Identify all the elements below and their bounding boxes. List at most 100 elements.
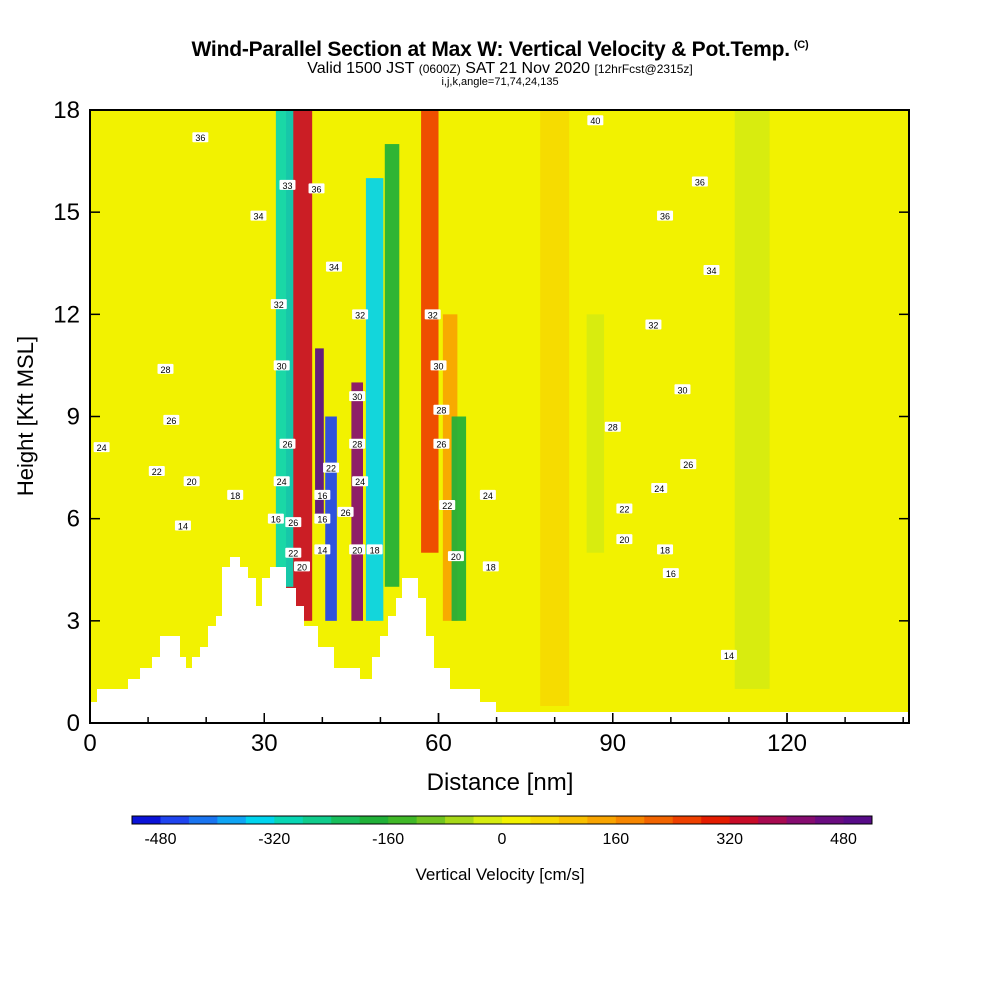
svg-text:28: 28 — [608, 423, 618, 433]
colorbar-swatch — [274, 816, 304, 824]
colorbar-swatch — [388, 816, 418, 824]
theta-label: 32 — [270, 299, 287, 310]
plot-area: 36 33 36 34 34 32 32 32 30 30 28 30 26 28 28 26 26 24 22 22… — [90, 110, 909, 723]
theta-label: 30 — [349, 391, 366, 402]
theta-label: 22 — [148, 465, 165, 477]
theta-label: 20 — [183, 476, 200, 487]
grid-indices: i,j,k,angle=71,74,24,135 — [441, 76, 559, 88]
svg-text:22: 22 — [152, 467, 162, 477]
svg-text:24: 24 — [483, 491, 493, 501]
colorbar-swatch — [217, 816, 247, 824]
colorbar-tick-label: -320 — [258, 831, 290, 848]
svg-text:24: 24 — [97, 443, 107, 453]
svg-text:22: 22 — [442, 501, 452, 511]
valid-label: Valid 1500 JST — [307, 60, 415, 77]
svg-text:22: 22 — [326, 464, 336, 474]
x-tick-label: 60 — [425, 730, 452, 757]
y-tick-label: 3 — [67, 608, 80, 635]
y-axis-label: Height [Kft MSL] — [13, 336, 38, 496]
colorbar-swatch — [701, 816, 731, 824]
theta-label: 14 — [720, 649, 737, 661]
theta-label: 22 — [616, 503, 633, 514]
y-tick-label: 12 — [53, 301, 80, 328]
theta-label: 36 — [308, 183, 325, 194]
colorbar-swatch — [587, 816, 617, 824]
svg-text:30: 30 — [277, 361, 287, 371]
svg-text:18: 18 — [230, 491, 240, 501]
colorbar-frame — [131, 815, 873, 825]
theta-label: 28 — [349, 438, 366, 450]
theta-label: 18 — [657, 544, 674, 555]
svg-text:40: 40 — [590, 116, 600, 126]
svg-text:28: 28 — [352, 440, 362, 450]
theta-label: 26 — [285, 517, 302, 528]
x-tick-label: 120 — [767, 730, 807, 757]
svg-text:24: 24 — [277, 477, 287, 487]
svg-text:32: 32 — [428, 310, 438, 320]
colorbar-swatch — [758, 816, 788, 824]
svg-text:22: 22 — [288, 549, 298, 559]
svg-text:30: 30 — [434, 361, 444, 371]
theta-label: 20 — [447, 551, 464, 562]
colorbar-swatch — [672, 816, 702, 824]
theta-label: 20 — [349, 544, 366, 555]
svg-text:36: 36 — [660, 212, 670, 222]
svg-text:26: 26 — [282, 440, 292, 450]
svg-text:24: 24 — [355, 477, 365, 487]
theta-label: 34 — [703, 265, 720, 276]
colorbar-swatch — [558, 816, 588, 824]
theta-label: 32 — [645, 319, 662, 331]
theta-label: 36 — [657, 210, 674, 222]
svg-text:20: 20 — [352, 545, 362, 555]
theta-label: 16 — [314, 513, 331, 525]
theta-label: 20 — [616, 534, 633, 545]
svg-text:24: 24 — [654, 484, 664, 494]
colorbar-swatch — [729, 816, 759, 824]
colorbar-swatch — [245, 816, 275, 824]
y-tick-label: 18 — [53, 97, 80, 124]
colorbar-swatch — [331, 816, 361, 824]
velocity-cell — [586, 314, 605, 553]
theta-label: 30 — [674, 384, 691, 395]
velocity-cell — [473, 110, 497, 706]
colorbar-swatch — [786, 816, 816, 824]
colorbar-swatch — [359, 816, 389, 824]
colorbar-swatch — [502, 816, 531, 824]
svg-text:18: 18 — [370, 545, 380, 555]
theta-label: 22 — [323, 462, 340, 474]
velocity-cell — [275, 110, 294, 587]
theta-label: 18 — [227, 489, 244, 501]
colorbar: -480 -320 -160 0 160 320 480 — [131, 815, 873, 848]
colorbar-tick-label: -160 — [372, 831, 404, 848]
theta-label: 30 — [430, 360, 447, 371]
colorbar-swatch — [530, 816, 560, 824]
svg-text:26: 26 — [288, 518, 298, 528]
svg-text:28: 28 — [436, 406, 446, 416]
colorbar-swatch — [132, 816, 161, 824]
theta-label: 26 — [433, 438, 450, 450]
svg-text:30: 30 — [677, 385, 687, 395]
colorbar-tick-label: 480 — [830, 831, 857, 848]
velocity-cell — [653, 110, 689, 706]
theta-label: 34 — [325, 261, 342, 273]
svg-text:36: 36 — [195, 133, 205, 143]
theta-label: 26 — [163, 414, 180, 426]
theta-label: 26 — [337, 506, 354, 518]
colorbar-swatch — [615, 816, 645, 824]
theta-label: 18 — [366, 544, 383, 555]
svg-text:22: 22 — [619, 504, 629, 514]
theta-label: 16 — [314, 489, 331, 501]
x-tick-label: 0 — [83, 730, 96, 757]
valid-date: SAT 21 Nov 2020 — [465, 60, 591, 77]
colorbar-swatch — [815, 816, 845, 824]
svg-text:16: 16 — [271, 515, 281, 525]
theta-label: 20 — [294, 561, 311, 572]
colorbar-swatch — [445, 816, 475, 824]
zulu-time: (0600Z) — [418, 62, 461, 76]
theta-label: 24 — [93, 442, 110, 453]
svg-text:20: 20 — [451, 552, 461, 562]
theta-label: 16 — [267, 513, 284, 525]
colorbar-swatch — [843, 816, 873, 824]
svg-text:16: 16 — [666, 569, 676, 579]
